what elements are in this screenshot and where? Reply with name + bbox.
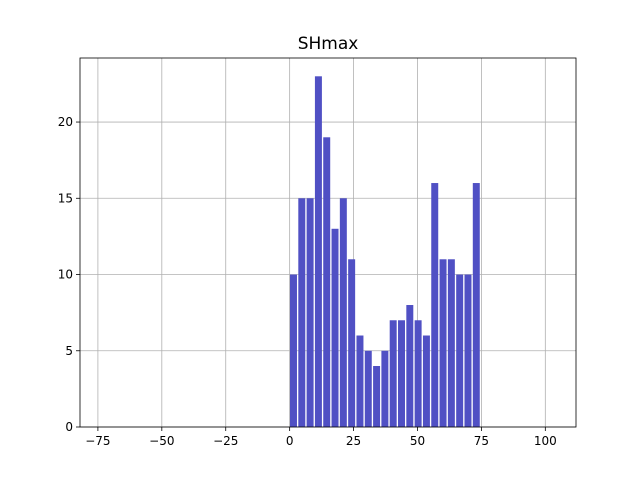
histogram-bar [364, 350, 372, 427]
histogram-bar [431, 183, 439, 427]
histogram-bar [472, 183, 480, 427]
y-tick-label: 5 [65, 344, 73, 358]
x-tick-label: 50 [410, 434, 425, 448]
histogram-bar [381, 350, 389, 427]
histogram-bar [464, 274, 472, 427]
x-tick-label: 25 [346, 434, 361, 448]
histogram-bar [398, 320, 405, 427]
histogram-bar [298, 198, 306, 427]
histogram-bar [422, 335, 430, 427]
histogram-bar [389, 320, 397, 427]
histogram-bar [306, 198, 314, 427]
x-tick-label: 100 [534, 434, 557, 448]
chart-title: SHmax [298, 34, 359, 54]
histogram-bar [406, 305, 414, 427]
x-tick-label: 0 [286, 434, 294, 448]
histogram-bar [439, 259, 447, 427]
axis-layer: −75 −50 −25 0 25 50 75 100 0 5 10 15 20 [58, 57, 577, 448]
x-tick-label: −50 [149, 434, 174, 448]
y-tick-label: 20 [58, 115, 73, 129]
histogram-bar [447, 259, 455, 427]
y-tick-label: 10 [58, 268, 73, 282]
y-tick-label: 15 [58, 191, 73, 205]
y-tick-label: 0 [65, 420, 73, 434]
histogram-bar [339, 198, 347, 427]
histogram-bar [331, 228, 339, 427]
histogram-bar [323, 137, 331, 428]
histogram-bar [289, 274, 297, 427]
plot-frame [79, 57, 577, 428]
histogram-bar [314, 76, 322, 428]
histogram-bar [456, 274, 464, 427]
x-tick-label: −75 [85, 434, 110, 448]
histogram-bar [356, 335, 364, 427]
x-tick-label: −25 [213, 434, 238, 448]
bar-layer [289, 76, 480, 428]
histogram-bar [373, 366, 381, 427]
histogram-bar [348, 259, 356, 427]
x-tick-label: 75 [474, 434, 489, 448]
histogram-bar [414, 320, 422, 427]
